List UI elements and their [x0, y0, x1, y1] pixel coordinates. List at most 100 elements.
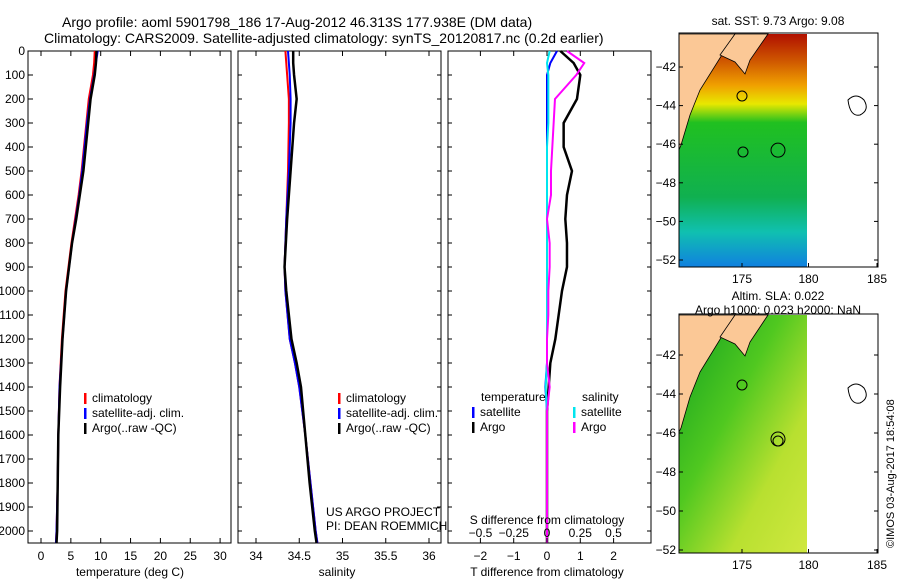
argo-location-marker: [770, 142, 786, 158]
y-tick-label: 1800: [0, 476, 25, 490]
profile-line-salinity-argo: [545, 50, 586, 543]
argo-location-marker: [770, 431, 786, 447]
y-tick-label: 1300: [0, 356, 25, 370]
credit-text: ©IMOS 03-Aug-2017 18:54:08: [885, 399, 897, 548]
legend-label: Argo(..raw -QC): [92, 421, 177, 435]
s-axis-label: S difference from climatology: [470, 513, 625, 527]
map-lat-label: −50: [656, 504, 677, 518]
map-frame: [678, 32, 879, 268]
title-line1: Argo profile: aoml 5901798_186 17-Aug-20…: [62, 14, 533, 30]
x-tick-label: 34.5: [288, 549, 312, 563]
map-lat-label: −46: [656, 426, 677, 440]
y-tick-label: 1900: [0, 500, 25, 514]
y-tick-label: 1400: [0, 380, 25, 394]
sst-map: 175 180 185 −42 −44 −46 −48 −50 −52 sat. SST: 9.7…: [656, 14, 888, 286]
map-title: sat. SST: 9.73 Argo: 9.08: [712, 14, 845, 28]
y-tick-label: 0: [18, 44, 25, 58]
x-tick-label: 15: [124, 549, 138, 563]
y-tick-label: 700: [5, 212, 25, 226]
legend-swatch: [84, 393, 87, 404]
legend-label: satellite: [581, 405, 622, 419]
legend-label: Argo(..raw -QC): [346, 421, 431, 435]
t-tick-label: 0: [544, 549, 551, 563]
map-lon-label: 180: [798, 558, 818, 572]
legend-swatch: [84, 408, 87, 419]
temperature-panel: 0100200300400500600700800900100011001200…: [0, 44, 232, 579]
x-tick-label: 10: [94, 549, 108, 563]
legend-label: Argo: [480, 420, 506, 434]
legend-swatch: [338, 408, 341, 419]
x-axis-label: temperature (deg C): [76, 565, 184, 579]
legend-label: Argo: [581, 420, 607, 434]
x-tick-label: 34: [249, 549, 263, 563]
legend-swatch: [338, 423, 341, 434]
map-lat-label: −48: [656, 176, 677, 190]
map-lat-label: −42: [656, 60, 677, 74]
x-tick-label: 20: [154, 549, 168, 563]
title-line2: Climatology: CARS2009. Satellite-adjuste…: [44, 30, 604, 46]
s-tick-label: 0: [544, 526, 551, 540]
x-tick-label: 36: [422, 549, 436, 563]
map-lat-label: −46: [656, 137, 677, 151]
y-tick-label: 800: [5, 236, 25, 250]
x-axis-label: salinity: [319, 565, 356, 579]
plot-frame: [237, 50, 442, 544]
y-tick-label: 400: [5, 140, 25, 154]
x-tick-label: 25: [184, 549, 198, 563]
legend-swatch: [573, 422, 576, 433]
y-tick-label: 600: [5, 188, 25, 202]
profile-line-argo-raw-qc-: [55, 50, 98, 544]
plot-frame: [27, 50, 232, 544]
legend-label: climatology: [92, 391, 152, 405]
legend-swatch: [84, 423, 87, 434]
profile-line-temperature-argo: [545, 50, 582, 543]
legend-heading-temperature: temperature: [481, 390, 546, 404]
y-tick-label: 500: [5, 164, 25, 178]
y-tick-label: 1600: [0, 428, 25, 442]
difference-panel: −2 −1 0 1 2 −0.5 −0.25 0 0.25 0.5S difference fro…: [447, 50, 652, 579]
legend-label: satellite: [480, 405, 521, 419]
t-tick-label: −1: [507, 549, 521, 563]
salinity-panel: 34 34.5 35 35.5 36 salinity climatologysatelli…: [237, 50, 442, 579]
map-lat-label: −44: [656, 387, 677, 401]
map-subtitle: Argo h1000: 0.023 h2000: NaN: [695, 303, 861, 317]
profile-line-salinity-satellite: [544, 50, 551, 543]
map-lat-label: −52: [656, 543, 677, 557]
map-lat-label: −42: [656, 348, 677, 362]
map-lon-label: 185: [867, 272, 887, 286]
map-lon-label: 180: [798, 272, 818, 286]
t-axis-label: T difference from climatology: [470, 565, 624, 579]
y-tick-label: 2000: [0, 524, 25, 538]
profile-line-climatology: [283, 50, 319, 544]
x-tick-label: 0: [38, 549, 45, 563]
legend-label: climatology: [346, 391, 406, 405]
profile-line-satellite-adj-clim-: [54, 50, 99, 544]
map-lat-label: −50: [656, 214, 677, 228]
legend-heading-salinity: salinity: [582, 390, 619, 404]
y-tick-label: 1000: [0, 284, 25, 298]
project-line1: US ARGO PROJECT: [326, 505, 441, 519]
map-title: Altim. SLA: 0.022: [732, 289, 825, 303]
map-lat-label: −48: [656, 465, 677, 479]
x-tick-label: 35: [336, 549, 350, 563]
y-tick-label: 1100: [0, 308, 25, 322]
profile-line-argo-raw-qc-: [283, 51, 318, 544]
y-tick-label: 200: [5, 92, 25, 106]
y-tick-label: 1200: [0, 332, 25, 346]
s-tick-label: −0.25: [499, 526, 530, 540]
project-line2: PI: DEAN ROEMMICH: [326, 519, 448, 533]
map-lon-label: 175: [732, 558, 752, 572]
t-tick-label: 1: [577, 549, 584, 563]
t-tick-label: −2: [474, 549, 488, 563]
legend-swatch: [472, 407, 475, 418]
s-tick-label: −0.5: [469, 526, 493, 540]
x-tick-label: 35.5: [374, 549, 398, 563]
y-tick-label: 900: [5, 260, 25, 274]
map-lat-label: −52: [656, 253, 677, 267]
map-lat-label: −44: [656, 99, 677, 113]
y-tick-label: 300: [5, 116, 25, 130]
t-tick-label: 2: [610, 549, 617, 563]
y-tick-label: 1500: [0, 404, 25, 418]
